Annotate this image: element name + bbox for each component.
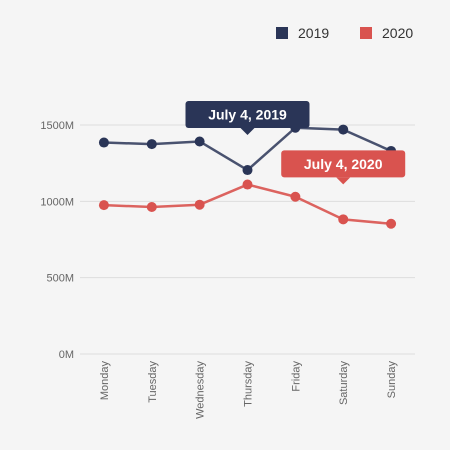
x-tick-label: Friday — [290, 361, 302, 392]
data-point-2020[interactable] — [290, 191, 301, 202]
x-tick-label: Wednesday — [195, 361, 207, 419]
x-tick-label: Saturday — [338, 361, 350, 406]
data-point-2020[interactable] — [242, 179, 253, 190]
x-tick-label: Sunday — [386, 361, 398, 399]
annotations: July 4, 2019 July 4, 2020 — [185, 101, 406, 185]
data-point-2020[interactable] — [98, 200, 109, 211]
legend: 2019 2020 — [276, 25, 413, 41]
callout-box — [185, 101, 310, 129]
data-point-2019[interactable] — [338, 124, 349, 135]
callout-pointer — [240, 128, 255, 136]
legend-swatch-2020 — [360, 27, 372, 39]
x-tick-label: Monday — [99, 361, 111, 401]
data-point-2020[interactable] — [338, 214, 349, 225]
x-axis-ticks: Monday Tuesday Wednesday Thursday Friday Satu… — [99, 361, 398, 419]
legend-label-2019: 2019 — [298, 25, 329, 41]
y-tick-label: 0M — [59, 349, 74, 361]
series-line-2020 — [103, 183, 392, 226]
y-axis-ticks: 0M 500M 1000M 1500M — [40, 120, 74, 361]
data-point-2019[interactable] — [242, 165, 253, 176]
y-tick-label: 500M — [46, 273, 74, 285]
callout-label: July 4, 2019 — [208, 107, 287, 123]
data-point-2020[interactable] — [146, 201, 157, 212]
callout-box — [281, 150, 406, 178]
data-point-2020[interactable] — [386, 218, 397, 229]
callout-label: July 4, 2020 — [304, 156, 383, 172]
callout-pointer — [336, 177, 351, 185]
data-point-2019[interactable] — [194, 136, 205, 147]
x-tick-label: Tuesday — [147, 361, 159, 403]
data-point-2020[interactable] — [194, 199, 205, 210]
legend-swatch-2019 — [276, 27, 288, 39]
y-tick-label: 1500M — [40, 120, 74, 132]
x-tick-label: Thursday — [243, 361, 255, 407]
data-point-2019[interactable] — [146, 139, 157, 150]
data-point-2019[interactable] — [98, 137, 109, 148]
y-tick-label: 1000M — [40, 196, 74, 208]
legend-label-2020: 2020 — [382, 25, 413, 41]
